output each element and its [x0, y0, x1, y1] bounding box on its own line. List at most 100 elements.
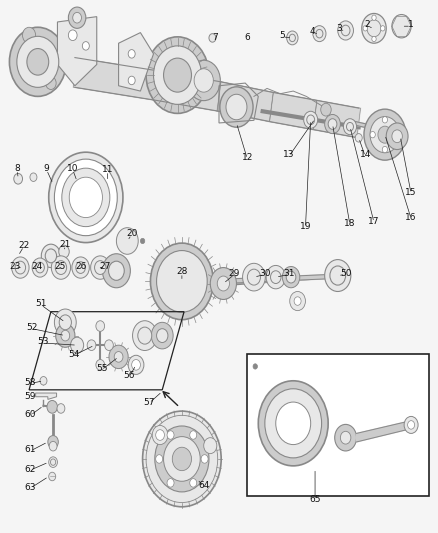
Polygon shape	[156, 71, 221, 111]
Text: 21: 21	[60, 240, 71, 249]
Circle shape	[49, 457, 57, 467]
Circle shape	[82, 42, 89, 50]
Circle shape	[156, 251, 207, 312]
Circle shape	[156, 329, 168, 343]
Circle shape	[45, 249, 57, 263]
Circle shape	[96, 360, 105, 370]
Circle shape	[328, 119, 337, 130]
Circle shape	[128, 76, 135, 85]
Circle shape	[370, 132, 375, 138]
Text: 62: 62	[25, 465, 36, 474]
Circle shape	[15, 261, 25, 274]
Text: 63: 63	[25, 482, 36, 491]
Circle shape	[49, 441, 57, 451]
Text: 17: 17	[368, 217, 380, 226]
Circle shape	[381, 26, 385, 31]
Circle shape	[56, 324, 75, 348]
Text: 65: 65	[309, 495, 321, 504]
Circle shape	[163, 437, 200, 481]
Circle shape	[128, 356, 144, 374]
Text: 19: 19	[300, 222, 311, 231]
Text: 60: 60	[25, 410, 36, 419]
Polygon shape	[313, 100, 360, 138]
Circle shape	[167, 431, 174, 439]
Text: 59: 59	[25, 392, 36, 401]
Circle shape	[355, 134, 362, 142]
Circle shape	[54, 159, 117, 236]
Circle shape	[49, 472, 56, 481]
Circle shape	[40, 376, 47, 385]
Text: 22: 22	[18, 241, 29, 250]
Circle shape	[271, 271, 281, 284]
Circle shape	[307, 115, 314, 125]
Circle shape	[209, 34, 216, 42]
Circle shape	[46, 77, 56, 90]
Circle shape	[362, 13, 386, 43]
Circle shape	[217, 276, 230, 291]
Circle shape	[194, 69, 213, 92]
Circle shape	[266, 265, 286, 289]
Text: 4: 4	[310, 27, 316, 36]
Circle shape	[187, 60, 220, 101]
Bar	[247, 354, 428, 496]
Circle shape	[247, 269, 261, 285]
Circle shape	[338, 21, 353, 40]
Text: 52: 52	[26, 323, 38, 332]
Circle shape	[87, 340, 96, 351]
Circle shape	[395, 132, 400, 138]
Text: 10: 10	[67, 164, 78, 173]
Text: 56: 56	[124, 371, 135, 380]
Circle shape	[105, 340, 113, 351]
Text: 11: 11	[102, 165, 113, 174]
Circle shape	[276, 402, 311, 445]
Circle shape	[287, 31, 298, 45]
Circle shape	[114, 352, 123, 362]
Circle shape	[210, 268, 237, 300]
Circle shape	[54, 309, 76, 336]
Circle shape	[41, 244, 60, 268]
Circle shape	[59, 245, 69, 258]
Circle shape	[335, 424, 357, 451]
Text: 16: 16	[405, 213, 417, 222]
Circle shape	[167, 479, 174, 487]
Circle shape	[370, 117, 400, 153]
Circle shape	[10, 27, 66, 96]
Circle shape	[372, 15, 376, 20]
Text: 50: 50	[340, 269, 351, 278]
Circle shape	[163, 58, 191, 92]
Circle shape	[59, 315, 71, 330]
Circle shape	[404, 416, 418, 433]
Text: 31: 31	[283, 269, 295, 278]
Text: 51: 51	[35, 299, 46, 308]
Circle shape	[61, 330, 70, 341]
Text: 2: 2	[365, 20, 370, 29]
Circle shape	[17, 36, 59, 87]
Text: 1: 1	[408, 20, 414, 29]
Text: 28: 28	[176, 268, 187, 276]
Text: 5: 5	[279, 31, 285, 40]
Text: 13: 13	[283, 150, 295, 159]
Circle shape	[76, 262, 85, 273]
Circle shape	[151, 322, 173, 349]
Polygon shape	[217, 82, 273, 122]
Text: 29: 29	[229, 269, 240, 278]
Circle shape	[51, 256, 71, 279]
Circle shape	[91, 256, 110, 279]
Circle shape	[340, 431, 351, 444]
Circle shape	[204, 438, 217, 454]
Polygon shape	[57, 17, 97, 86]
Text: 23: 23	[9, 262, 21, 271]
Text: 24: 24	[31, 262, 42, 271]
Text: 26: 26	[76, 262, 87, 271]
Circle shape	[313, 26, 326, 42]
Circle shape	[117, 228, 138, 254]
Text: 18: 18	[344, 220, 356, 229]
Circle shape	[73, 12, 81, 23]
Circle shape	[172, 447, 191, 471]
Text: 3: 3	[336, 24, 342, 33]
Circle shape	[201, 455, 208, 463]
Circle shape	[283, 266, 300, 288]
Circle shape	[321, 103, 331, 116]
Circle shape	[190, 431, 197, 439]
Circle shape	[50, 459, 56, 465]
